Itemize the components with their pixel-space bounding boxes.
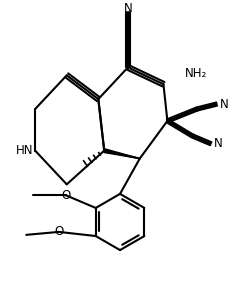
Text: N: N bbox=[219, 97, 228, 110]
Text: N: N bbox=[214, 137, 222, 150]
Text: O: O bbox=[54, 225, 63, 238]
Text: N: N bbox=[123, 2, 132, 15]
Text: HN: HN bbox=[16, 144, 33, 157]
Text: O: O bbox=[61, 189, 70, 202]
Polygon shape bbox=[104, 149, 140, 159]
Text: NH₂: NH₂ bbox=[185, 67, 207, 80]
